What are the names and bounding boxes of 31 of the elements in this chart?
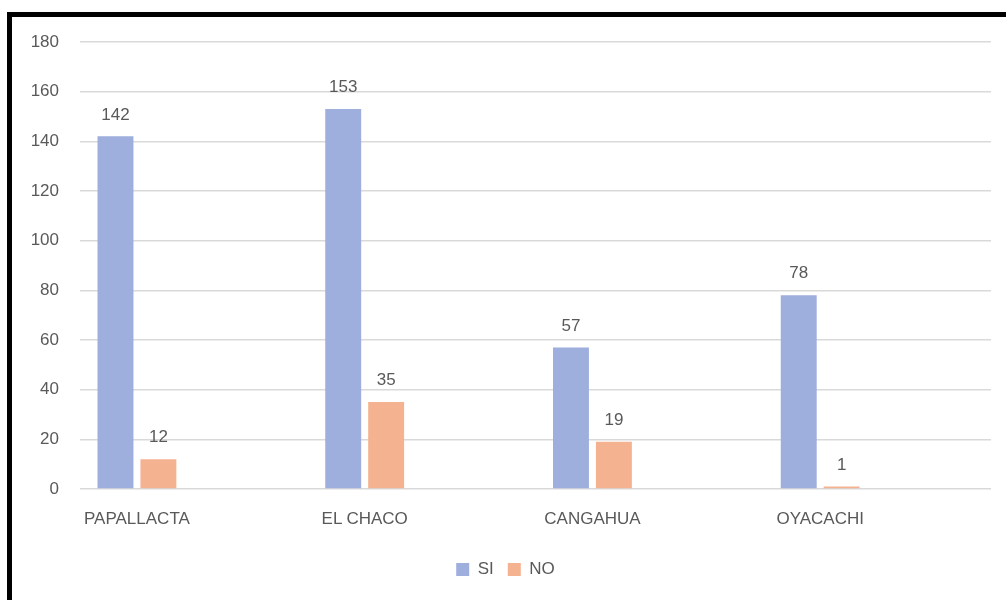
x-tick-label: CANGAHUA <box>544 508 642 528</box>
data-label: 142 <box>101 104 130 124</box>
x-tick-label: PAPALLACTA <box>84 508 191 528</box>
bar <box>97 136 134 489</box>
data-label: 57 <box>561 315 581 335</box>
bar <box>780 295 817 489</box>
bar <box>140 459 177 489</box>
bar <box>368 402 405 489</box>
data-label: 12 <box>148 427 168 447</box>
y-tick-label: 160 <box>30 81 59 101</box>
y-tick-label: 40 <box>40 379 59 399</box>
y-tick-label: 180 <box>30 31 59 51</box>
data-label: 153 <box>329 77 358 97</box>
x-tick-label: OYACACHI <box>776 508 864 528</box>
bar <box>595 441 632 489</box>
y-tick-label: 0 <box>49 478 59 498</box>
x-tick-label: EL CHACO <box>321 508 408 528</box>
data-label: 35 <box>376 370 396 390</box>
y-tick-label: 120 <box>30 180 59 200</box>
bar <box>553 347 589 489</box>
y-tick-label: 80 <box>40 280 59 300</box>
y-tick-label: 100 <box>30 230 59 250</box>
legend-label: NO <box>529 559 555 579</box>
data-label: 78 <box>789 263 809 283</box>
y-tick-label: 60 <box>40 329 59 349</box>
bar <box>325 109 362 489</box>
y-tick-label: 140 <box>30 131 59 151</box>
data-label: 19 <box>604 410 624 429</box>
y-tick-label: 20 <box>40 429 59 449</box>
data-label: 1 <box>836 454 847 474</box>
legend-label: SI <box>477 559 494 579</box>
